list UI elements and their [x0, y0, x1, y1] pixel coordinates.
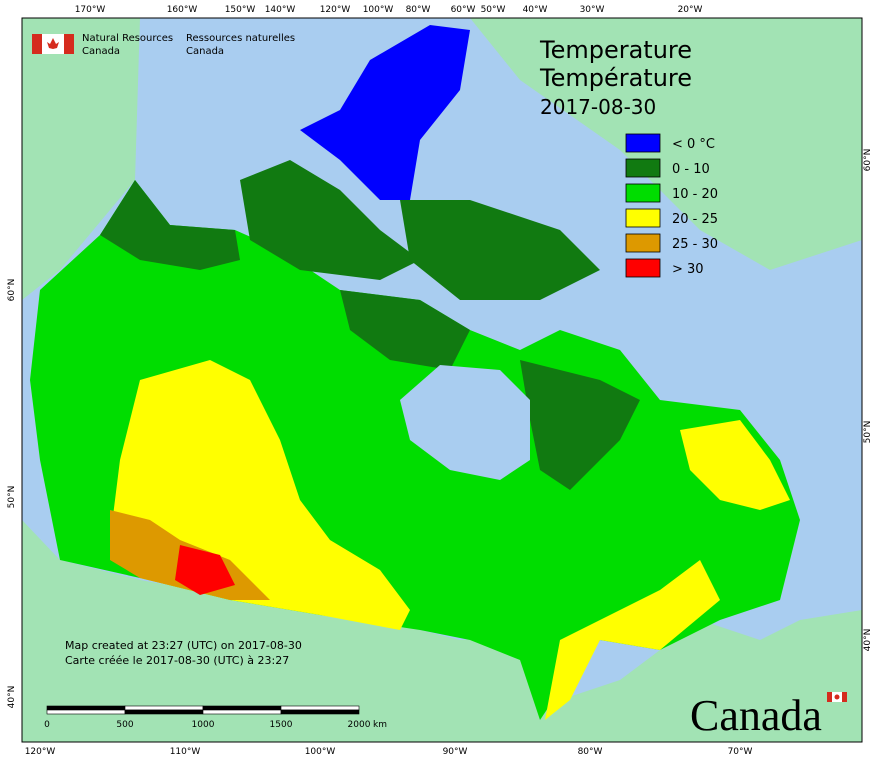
- scale-bar-label: 500: [116, 720, 133, 730]
- bottom-graticule-label: 110°W: [170, 747, 201, 757]
- left-graticule-label: 40°N: [7, 686, 17, 709]
- right-graticule-label: 40°N: [863, 629, 873, 652]
- scale-bar-unit: km: [373, 720, 387, 730]
- flag: [32, 34, 74, 54]
- legend-label: < 0 °C: [672, 137, 715, 152]
- top-graticule-label: 80°W: [406, 5, 431, 15]
- legend-swatch: [625, 183, 661, 203]
- wordmark-flag: [827, 692, 847, 702]
- top-graticule-label: 20°W: [678, 5, 703, 15]
- scale-bar-segment: [280, 705, 360, 711]
- scale-bar-segment: [46, 705, 126, 711]
- bottom-graticule-label: 120°W: [25, 747, 56, 757]
- bottom-graticule-label: 90°W: [443, 747, 468, 757]
- legend-label: 10 - 20: [672, 187, 718, 202]
- top-graticule-label: 50°W: [481, 5, 506, 15]
- note: Carte créée le 2017-08-30 (UTC) à 23:27: [65, 654, 289, 667]
- greenland: [470, 18, 862, 270]
- top-graticule-label: 160°W: [167, 5, 198, 15]
- wordmark: Canada: [690, 691, 822, 740]
- top-graticule-label: 170°W: [75, 5, 106, 15]
- title-en: Temperature: [539, 36, 692, 64]
- scale-bar-label: 0: [44, 720, 50, 730]
- legend-swatch: [625, 133, 661, 153]
- bottom-graticule-label: 100°W: [305, 747, 336, 757]
- labrador-north: [520, 360, 640, 490]
- agency-fr: Canada: [186, 46, 224, 57]
- bottom-graticule-label: 80°W: [578, 747, 603, 757]
- agency-en: Natural Resources: [82, 33, 173, 44]
- arctic-islands: [240, 160, 420, 280]
- frame: [21, 17, 863, 743]
- right-graticule-label: 60°N: [863, 149, 873, 172]
- hudson-bay: [400, 365, 530, 480]
- right-graticule-label: 50°N: [863, 421, 873, 444]
- legend-swatch: [625, 258, 661, 278]
- scale-bar-segment: [202, 709, 282, 715]
- scale-bar-label: 2000: [348, 720, 371, 730]
- scale-bar-segment: [124, 709, 204, 715]
- alaska: [22, 18, 140, 300]
- scale-bar-label: 1500: [270, 720, 293, 730]
- legend-swatch: [625, 233, 661, 253]
- bottom-graticule-label: 70°W: [728, 747, 753, 757]
- legend-label: 20 - 25: [672, 212, 718, 227]
- scale-bar-segment: [124, 705, 204, 711]
- legend-swatch: [625, 158, 661, 178]
- legend-label: 25 - 30: [672, 237, 718, 252]
- top-graticule-label: 60°W: [451, 5, 476, 15]
- baffin-island: [400, 200, 600, 300]
- usa: [22, 520, 862, 742]
- scale-bar-segment: [46, 709, 126, 715]
- left-graticule-label: 60°N: [7, 279, 17, 302]
- legend-label: > 30: [672, 262, 704, 277]
- ellesmere-island: [300, 25, 470, 200]
- title-fr: Température: [539, 64, 692, 92]
- top-graticule-label: 150°W: [225, 5, 256, 15]
- agency-en: Canada: [82, 46, 120, 57]
- nunavut-mainland: [340, 290, 470, 370]
- ontario-warm: [545, 560, 720, 720]
- legend-swatch: [625, 208, 661, 228]
- top-graticule-label: 140°W: [265, 5, 296, 15]
- note: Map created at 23:27 (UTC) on 2017-08-30: [65, 639, 302, 652]
- top-graticule-label: 120°W: [320, 5, 351, 15]
- quebec-warm: [680, 420, 790, 510]
- title-date: 2017-08-30: [540, 95, 656, 119]
- left-graticule-label: 50°N: [7, 486, 17, 509]
- scale-bar-segment: [280, 709, 360, 715]
- top-graticule-label: 30°W: [580, 5, 605, 15]
- agency-fr: Ressources naturelles: [186, 33, 295, 44]
- scale-bar-label: 1000: [192, 720, 215, 730]
- yukon-north: [100, 180, 240, 270]
- top-graticule-label: 40°W: [523, 5, 548, 15]
- top-graticule-label: 100°W: [363, 5, 394, 15]
- hot-spot: [175, 545, 235, 595]
- scale-bar-segment: [202, 705, 282, 711]
- legend-label: 0 - 10: [672, 162, 710, 177]
